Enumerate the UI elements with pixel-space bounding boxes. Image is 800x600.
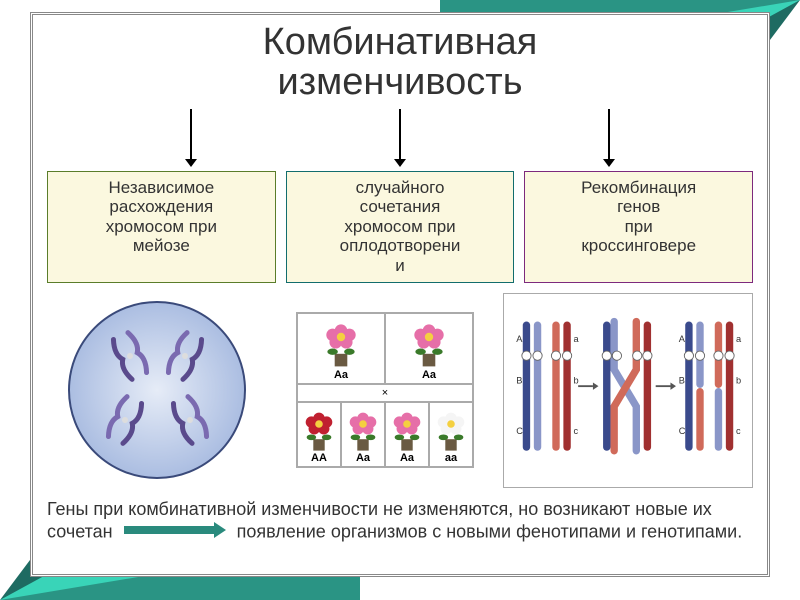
svg-text:B: B [679,375,685,385]
title-line2: изменчивость [277,61,522,103]
svg-text:c: c [574,426,579,436]
svg-text:b: b [736,375,741,385]
box1-l2: расхождения [109,197,213,216]
svg-text:C: C [516,426,523,436]
box1-l3: хромосом при [106,217,217,236]
arrow-down-2 [390,109,410,167]
crossover-image: A B C a b c [503,293,753,488]
inline-arrow-icon [124,520,226,546]
svg-text:C: C [679,426,686,436]
box2-l1: случайного [356,178,445,197]
svg-text:A: A [679,333,686,343]
box1-l4: мейозе [133,236,190,255]
svg-text:A: A [516,333,523,343]
flower-cross-image: Aa Aa × [275,293,495,488]
box-fertilization: случайного сочетания хромосом при оплодо… [286,171,515,283]
box3-l1: Рекомбинация [581,178,696,197]
box3-l2: генов [617,197,660,216]
svg-text:c: c [736,426,741,436]
box2-l4: оплодотворени [340,236,461,255]
images-row: Aa Aa × [47,293,753,488]
svg-text:a: a [736,333,742,343]
svg-text:a: a [574,333,580,343]
box-crossover: Рекомбинация генов при кроссинговере [524,171,753,283]
meiosis-cell-image [47,293,267,488]
footer-part2: появление организмов с новыми фенотипами… [237,522,743,542]
slide-frame: Комбинативная изменчивость Независимое р… [30,12,770,577]
svg-text:B: B [516,375,522,385]
footer-text: Гены при комбинативной изменчивости не и… [47,498,753,546]
box3-l4: кроссинговере [581,236,696,255]
box-meiosis: Независимое расхождения хромосом при мей… [47,171,276,283]
boxes-row: Независимое расхождения хромосом при мей… [47,171,753,283]
box2-l2: сочетания [360,197,441,216]
box1-l1: Независимое [108,178,214,197]
title-line1: Комбинативная [263,21,538,63]
arrow-down-3 [599,109,619,167]
arrows-row [87,109,713,167]
box2-l3: хромосом при [344,217,455,236]
box2-l5: и [395,256,405,275]
box3-l3: при [625,217,653,236]
slide-title: Комбинативная изменчивость [47,23,753,103]
svg-text:b: b [574,375,579,385]
arrow-down-1 [181,109,201,167]
